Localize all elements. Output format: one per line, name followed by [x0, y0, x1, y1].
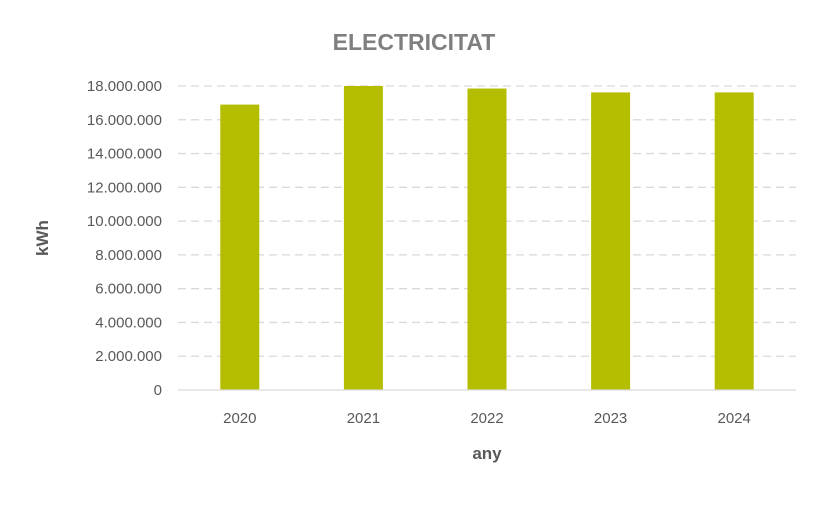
y-tick-label: 12.000.000 [87, 179, 162, 196]
y-tick-labels: 0 2.000.000 4.000.000 6.000.000 8.000.000 10.… [87, 78, 162, 399]
chart-title: ELECTRICITAT [333, 29, 496, 55]
y-tick-label: 2.000.000 [95, 348, 162, 365]
bar-2022 [467, 88, 507, 391]
x-axis-title: any [472, 444, 502, 463]
y-tick-label: 10.000.000 [87, 213, 162, 230]
gridlines [178, 85, 796, 357]
x-tick-label: 2024 [718, 410, 751, 427]
x-tick-label: 2020 [223, 410, 256, 427]
x-tick-label: 2021 [347, 410, 380, 427]
y-axis-title: kWh [33, 220, 52, 256]
y-tick-label: 14.000.000 [87, 146, 162, 163]
y-tick-label: 6.000.000 [95, 281, 162, 298]
y-tick-label: 16.000.000 [87, 112, 162, 129]
bar-2024 [714, 92, 754, 390]
bar-2020 [220, 104, 260, 391]
y-tick-label: 8.000.000 [95, 247, 162, 264]
bar-2023 [591, 92, 631, 390]
bar-2021 [343, 86, 383, 390]
x-tick-label: 2023 [594, 410, 627, 427]
y-tick-label: 4.000.000 [95, 314, 162, 331]
x-tick-labels: 2020 2021 2022 2023 2024 [223, 410, 751, 427]
y-tick-label: 18.000.000 [87, 78, 162, 95]
y-tick-label: 0 [154, 382, 162, 399]
x-tick-label: 2022 [470, 410, 503, 427]
bars [220, 86, 754, 391]
